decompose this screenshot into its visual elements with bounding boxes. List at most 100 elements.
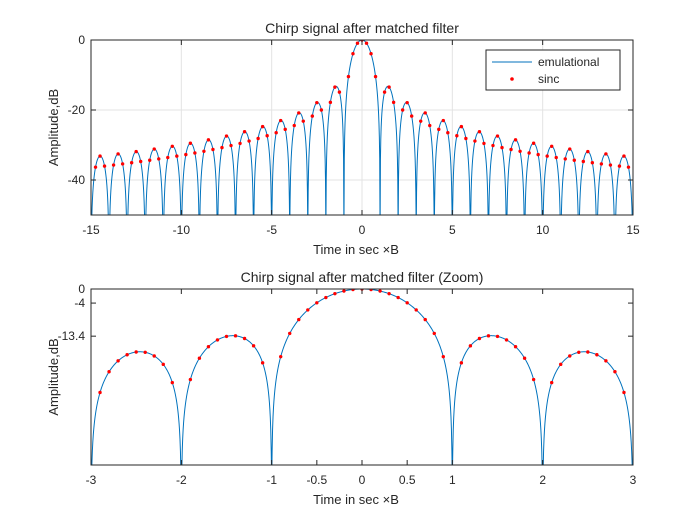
x-tick-label-10: 10 (536, 223, 550, 237)
sinc-point (387, 291, 391, 296)
sinc-point (568, 354, 572, 358)
sinc-point (224, 134, 229, 138)
sinc-point (626, 165, 631, 169)
sinc-point (572, 158, 576, 162)
sinc-point (473, 139, 477, 143)
sinc-point (432, 331, 436, 336)
sinc-point (617, 164, 622, 168)
sinc-point (211, 147, 215, 152)
y-tick-label-0: 0 (78, 282, 85, 296)
sinc-point (509, 147, 513, 152)
x-tick-label-1: 1 (449, 473, 456, 487)
x-tick-label-0: 0 (359, 223, 366, 237)
sinc-point (157, 157, 161, 161)
sinc-point (346, 74, 351, 79)
sinc-point (595, 353, 599, 357)
x-tick-label-15: 15 (626, 223, 640, 237)
sinc-point (247, 139, 251, 143)
sinc-point (550, 144, 554, 148)
top-chart: -15 -10 -5 0 5 10 15 0 -20 -40 Chirp signal after … (46, 20, 640, 257)
sinc-point (319, 108, 324, 112)
sinc-point (513, 138, 518, 142)
sinc-point (477, 336, 482, 341)
legend-label-sinc: sinc (538, 72, 559, 86)
sinc-point (206, 138, 211, 142)
sinc-point (256, 136, 260, 141)
legend: emulational sinc (485, 49, 621, 91)
sinc-point (328, 100, 333, 105)
sinc-point (545, 154, 549, 158)
sinc-point (419, 119, 423, 123)
x-tick-label-neg3: -3 (86, 473, 97, 487)
x-tick-label-neg0p5: -0.5 (306, 473, 327, 487)
sinc-point (613, 370, 617, 374)
sinc-point (297, 111, 301, 115)
sinc-point (400, 108, 405, 112)
sinc-point (148, 158, 152, 162)
sinc-point (161, 362, 165, 367)
sinc-point (102, 164, 107, 168)
sinc-point (152, 354, 156, 358)
y-axis-label: Amplitude,dB (46, 338, 61, 415)
sinc-point (351, 52, 355, 56)
sinc-point (586, 149, 590, 154)
sinc-point (116, 359, 120, 363)
sinc-point (468, 344, 473, 348)
x-tick-label-0p5: 0.5 (399, 473, 416, 487)
sinc-point (364, 41, 369, 45)
sinc-point (152, 147, 156, 151)
sinc-point (93, 165, 98, 169)
sinc-point (554, 155, 558, 160)
sinc-point (251, 344, 256, 348)
sinc-point (531, 141, 536, 145)
sinc-point (459, 124, 464, 129)
sinc-point (405, 301, 409, 305)
sinc-point (373, 74, 378, 79)
sinc-point (441, 118, 445, 123)
sinc-point (550, 380, 554, 385)
sinc-point (522, 356, 527, 360)
sinc-point (414, 308, 418, 312)
sinc-point (279, 354, 283, 359)
sinc-point (608, 163, 613, 167)
sinc-point (355, 41, 360, 45)
sinc-point (215, 338, 220, 342)
series-group (91, 40, 633, 215)
sinc-point (116, 152, 120, 156)
sinc-point (599, 162, 604, 166)
sinc-point (504, 338, 509, 342)
sinc-point (188, 377, 193, 382)
sinc-point (437, 127, 441, 132)
sinc-point (306, 308, 310, 312)
sinc-point (604, 152, 608, 156)
sinc-point (391, 100, 396, 105)
x-tick-label-neg10: -10 (173, 223, 191, 237)
sinc-point (369, 289, 373, 292)
sinc-point (220, 145, 224, 150)
sinc-point (315, 301, 319, 305)
sinc-point (197, 356, 202, 360)
legend-swatch-sinc (510, 77, 514, 81)
sinc-point (184, 152, 188, 157)
plot-area (91, 289, 633, 465)
sinc-point (288, 331, 292, 336)
sinc-point (134, 149, 138, 154)
sinc-point (107, 370, 111, 374)
sinc-point (586, 350, 590, 354)
legend-label-emulational: emulational (538, 55, 599, 69)
y-tick-label-neg40: -40 (68, 173, 86, 187)
sinc-point (495, 134, 500, 138)
y-tick-label-neg20: -20 (68, 103, 86, 117)
x-tick-label-2: 2 (539, 473, 546, 487)
sinc-point (111, 163, 116, 167)
sinc-point (315, 100, 319, 105)
sinc-point (125, 353, 129, 357)
sinc-point (477, 130, 482, 134)
sinc-point (378, 289, 382, 293)
sinc-point (491, 143, 495, 148)
sinc-point (138, 159, 143, 164)
sinc-point (482, 141, 486, 146)
x-axis-label: Time in sec ×B (313, 492, 399, 507)
sinc-point (297, 317, 301, 322)
